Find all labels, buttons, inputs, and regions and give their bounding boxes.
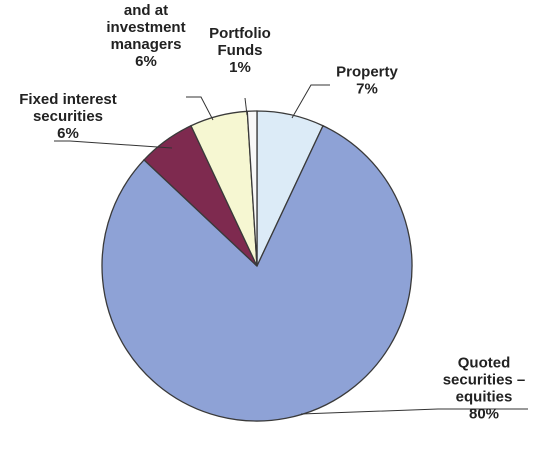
slice-name-line: and at [124, 2, 168, 19]
slice-label: Quoted securities – equities 80% [443, 355, 526, 423]
slice-name-line: Cash in hand [99, 0, 193, 2]
slice-name-line: managers [111, 36, 182, 53]
slice-name-line: Property [336, 64, 398, 81]
leader-lines [54, 84, 528, 415]
slice-label: Portfolio Funds 1% [209, 25, 271, 76]
slice-name-line: Portfolio [209, 25, 271, 42]
slice-percent: 7% [356, 81, 378, 98]
slice-name-line: securities – [443, 372, 526, 389]
leader-line [291, 84, 330, 119]
pie-slice-portfolio-funds [246, 110, 258, 267]
pie-slices [101, 110, 413, 422]
leader-line [300, 408, 528, 415]
pie-slice-quoted-securities-equities [101, 124, 413, 422]
slice-name-line: securities [33, 108, 103, 125]
slice-percent: 80% [469, 406, 499, 423]
slice-percent: 1% [229, 59, 251, 76]
slice-name-line: Fixed interest [19, 91, 117, 108]
slice-label: Fixed interest securities 6% [19, 91, 117, 142]
leader-line [54, 140, 173, 149]
slice-name-line: investment [106, 19, 185, 36]
leader-line [186, 96, 214, 121]
slice-labels: Property 7% Quoted securities – equities 80% F… [19, 0, 525, 423]
slice-name-line: Funds [218, 42, 263, 59]
slice-label: Property 7% [336, 64, 398, 98]
slice-percent: 6% [57, 125, 79, 142]
slice-name-line: equities [456, 389, 513, 406]
slice-name-line: Quoted [458, 355, 511, 372]
leader-line [244, 97, 248, 116]
slice-percent: 6% [135, 53, 157, 70]
